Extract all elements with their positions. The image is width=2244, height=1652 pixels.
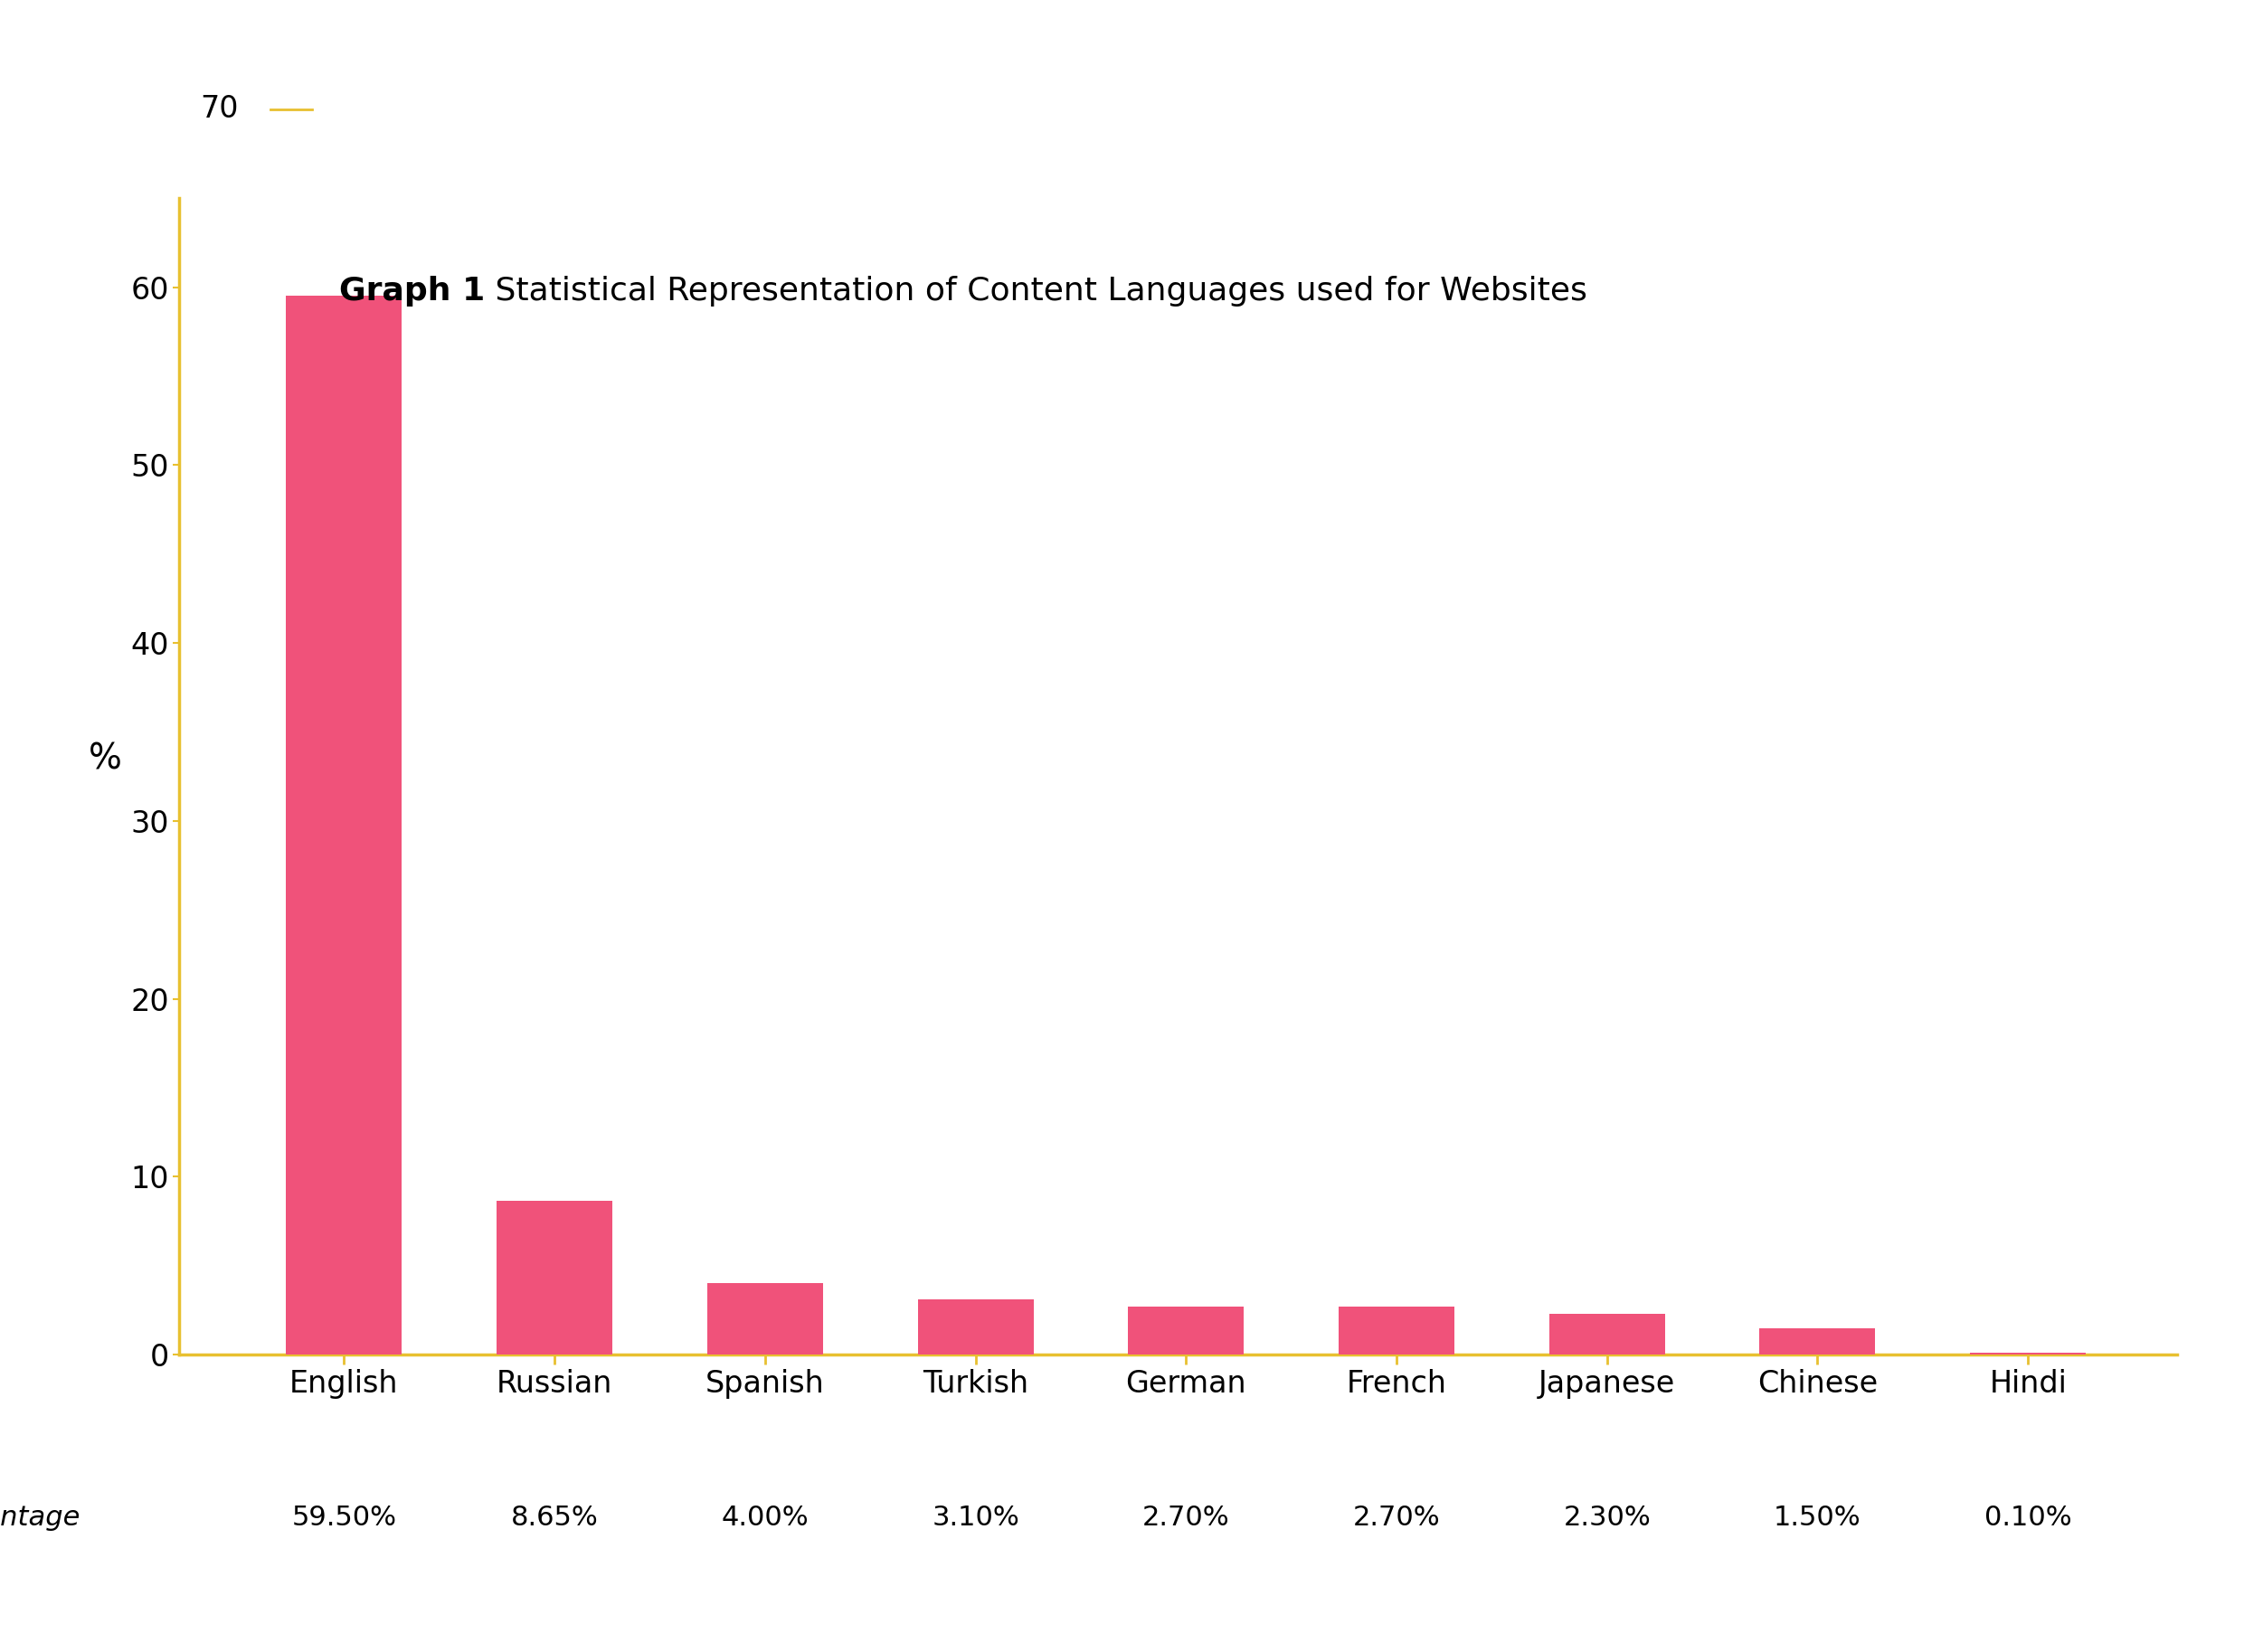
Text: 2.70%: 2.70%	[1142, 1505, 1230, 1531]
Text: 4.00%: 4.00%	[720, 1505, 808, 1531]
Text: 8.65%: 8.65%	[512, 1505, 599, 1531]
Bar	[496, 1201, 613, 1355]
Text: 70: 70	[200, 94, 238, 124]
Text: 1.50%: 1.50%	[1773, 1505, 1860, 1531]
Bar	[1759, 1328, 1876, 1355]
Bar	[918, 1300, 1034, 1355]
Text: 0.10%: 0.10%	[1984, 1505, 2071, 1531]
Text: 2.70%: 2.70%	[1353, 1505, 1441, 1531]
Bar	[1340, 1307, 1454, 1355]
Text: 2.30%: 2.30%	[1564, 1505, 1652, 1531]
Text: Statistical Representation of Content Languages used for Websites: Statistical Representation of Content La…	[485, 276, 1587, 306]
Bar	[1970, 1353, 2087, 1355]
Text: 3.10%: 3.10%	[931, 1505, 1019, 1531]
Text: Graph 1: Graph 1	[339, 276, 485, 306]
Text: Percentage: Percentage	[0, 1505, 81, 1531]
Text: 59.50%: 59.50%	[292, 1505, 397, 1531]
Bar	[285, 296, 402, 1355]
Bar	[707, 1284, 824, 1355]
Bar	[1548, 1313, 1665, 1355]
Y-axis label: %: %	[88, 742, 121, 776]
Bar	[1129, 1307, 1243, 1355]
